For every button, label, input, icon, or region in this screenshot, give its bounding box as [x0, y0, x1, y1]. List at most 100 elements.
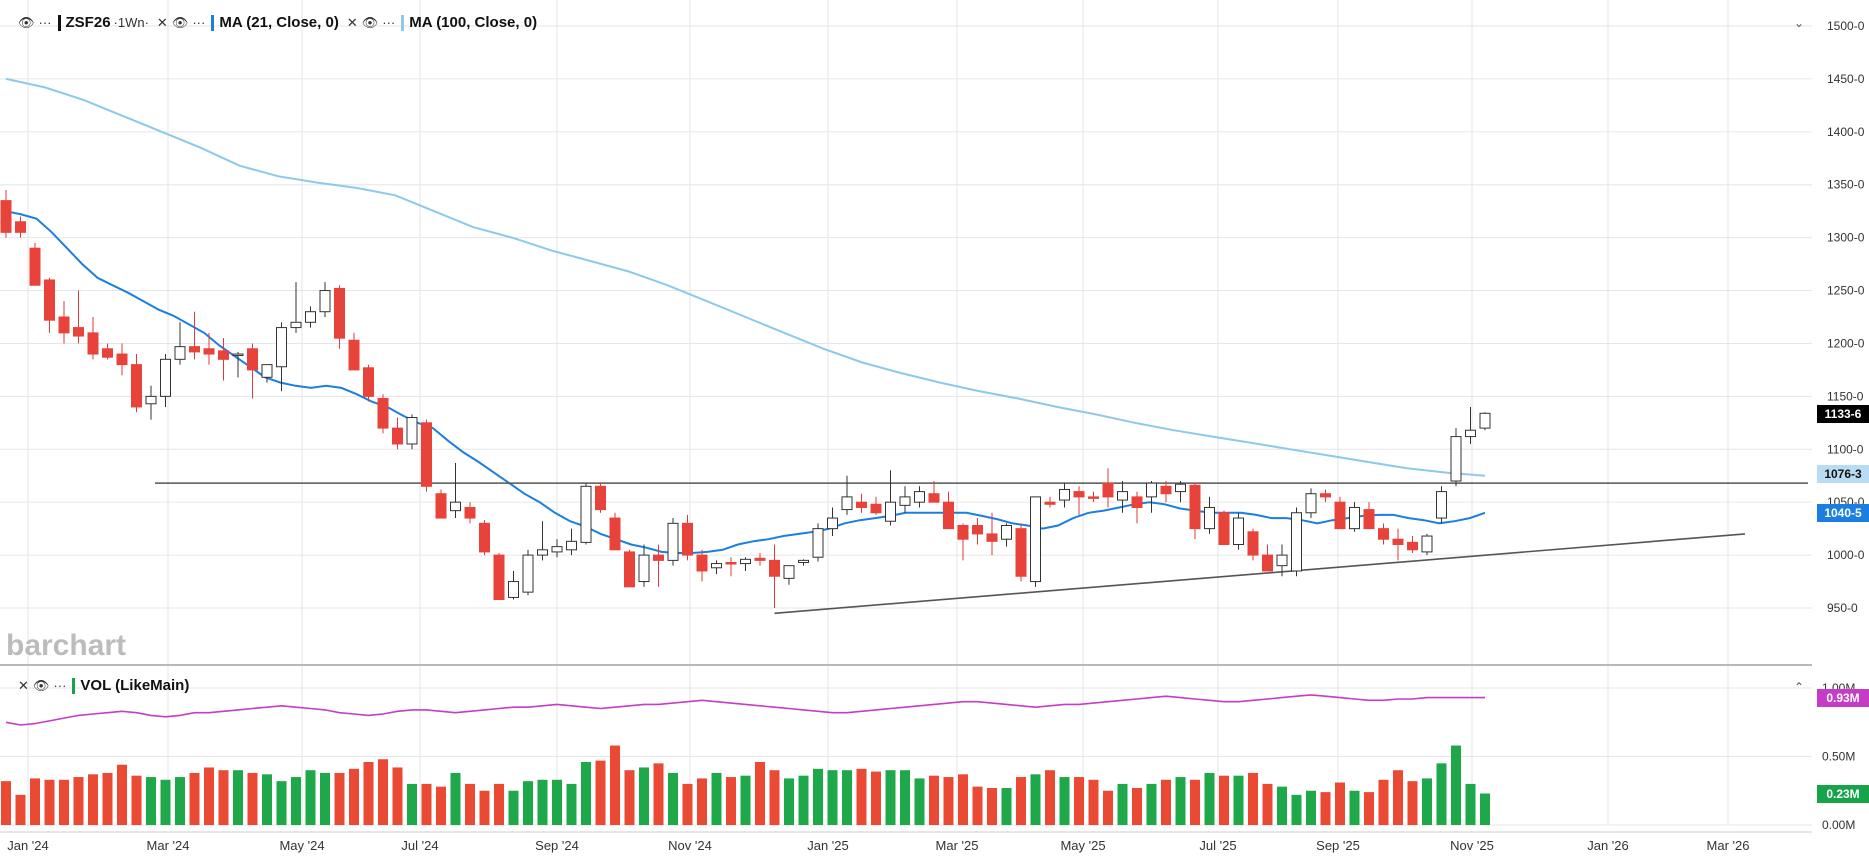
candle-body [1030, 496, 1041, 583]
candle-body [1291, 512, 1302, 572]
volume-bar [972, 786, 983, 825]
candle-body [29, 247, 41, 286]
volume-swatch [72, 677, 76, 694]
candle-body [145, 395, 157, 405]
price-tick-label: 1500-0 [1827, 19, 1865, 33]
candle-body [522, 554, 534, 593]
volume-bar [755, 761, 765, 825]
volume-bar [1132, 788, 1142, 825]
candle-body [87, 332, 99, 355]
candle [1175, 481, 1186, 503]
volume-bar [276, 781, 287, 825]
more-icon[interactable]: ··· [382, 15, 396, 30]
volume-bar [668, 772, 678, 825]
candle-body [1015, 528, 1027, 577]
close-icon[interactable]: ✕ [346, 14, 358, 30]
candle [1001, 523, 1012, 547]
volume-bar [726, 777, 736, 825]
candle-body [1102, 482, 1114, 498]
more-icon[interactable]: ··· [192, 15, 206, 30]
price-tick-label: 1150-0 [1827, 389, 1864, 403]
volume-bar [523, 781, 533, 825]
candle [1349, 502, 1360, 532]
candle-body [218, 350, 229, 360]
candle [493, 552, 505, 601]
candle [783, 565, 795, 585]
time-tick-label: Nov '25 [1450, 838, 1494, 853]
candle-body [551, 546, 563, 553]
candle-body [1421, 535, 1433, 553]
volume-bar [146, 777, 156, 825]
time-tick-label: Jul '24 [401, 838, 438, 853]
candle-body [73, 327, 84, 337]
volume-label[interactable]: VOL (LikeMain) [80, 677, 190, 694]
eye-icon[interactable]: 👁 [32, 677, 50, 693]
eye-icon[interactable]: 👁 [361, 14, 379, 30]
candle-body [769, 559, 780, 577]
eye-icon[interactable]: 👁 [18, 14, 35, 30]
close-icon[interactable]: ✕ [18, 677, 29, 693]
volume-bar [117, 764, 127, 825]
candle [1363, 502, 1375, 530]
volume-bar [407, 783, 417, 825]
volume-bar [102, 772, 113, 825]
volume-bar [1219, 775, 1229, 825]
candle [1465, 406, 1476, 444]
candle [145, 385, 157, 420]
volume-bar [131, 775, 142, 825]
eye-icon[interactable]: 👁 [171, 14, 189, 30]
symbol-label[interactable]: ZSF26·1Wn· [65, 14, 149, 31]
candle-body [754, 557, 766, 561]
candle [580, 483, 592, 545]
candle-body [363, 367, 374, 397]
candle-body [1363, 509, 1375, 530]
candle-body [421, 422, 432, 487]
candle-body [102, 348, 113, 358]
candle [348, 332, 360, 371]
candle-body [232, 353, 244, 357]
candle-body [1233, 517, 1244, 546]
close-icon[interactable]: ✕ [156, 14, 168, 30]
more-icon[interactable]: ··· [53, 678, 67, 693]
volume-bar [59, 779, 69, 825]
candle-body [1349, 506, 1360, 530]
candle-body [1175, 483, 1186, 493]
volume-bar [1045, 770, 1055, 825]
candle-body [812, 528, 824, 558]
volume-bar [1277, 786, 1287, 825]
candle [928, 481, 940, 503]
volume-bar [1480, 793, 1490, 825]
candle-body [15, 221, 26, 233]
candle-body [406, 417, 418, 445]
candle [261, 364, 273, 383]
time-tick-label: Mar '26 [1707, 838, 1750, 853]
candle-body [1073, 491, 1085, 498]
ma21-label[interactable]: MA (21, Close, 0) [219, 14, 339, 31]
volume-bar [682, 783, 693, 825]
volume-bar [1262, 783, 1273, 825]
candle [566, 528, 577, 556]
volume-bar [581, 761, 591, 825]
more-icon[interactable]: ··· [38, 15, 52, 30]
ma21-value-tag: 1040-5 [1817, 504, 1869, 522]
candle [58, 301, 70, 344]
time-tick-label: May '24 [279, 838, 324, 853]
candle-body [1189, 484, 1201, 530]
candle-body [972, 524, 983, 535]
volume-bar [958, 774, 968, 825]
candle-body [870, 503, 882, 514]
candle-body [1088, 496, 1099, 499]
candle [87, 317, 99, 360]
volume-bar [1393, 770, 1403, 825]
volume-bar [479, 790, 490, 825]
ma100-label[interactable]: MA (100, Close, 0) [409, 14, 538, 31]
collapse-volume-icon[interactable]: ⌃ [1794, 680, 1805, 694]
candle [363, 364, 374, 402]
volume-avg-path [5, 694, 1485, 726]
collapse-main-icon[interactable]: ⌄ [1794, 16, 1805, 30]
price-tick-label: 1200-0 [1827, 336, 1865, 350]
candle [174, 322, 186, 365]
candle-body [1131, 496, 1143, 508]
volume-bar [1103, 790, 1113, 825]
